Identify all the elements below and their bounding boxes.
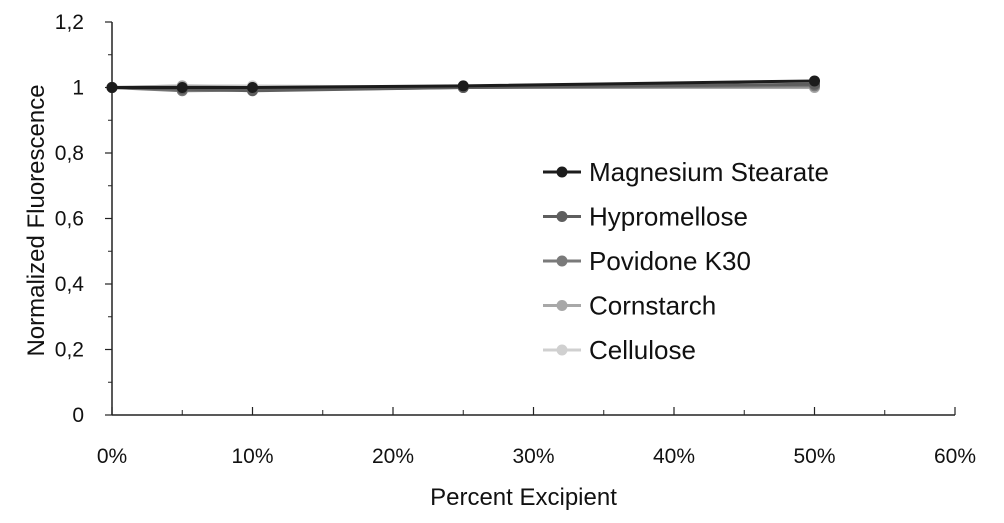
legend-swatch-marker	[556, 300, 568, 311]
legend-label: Cornstarch	[589, 291, 716, 321]
legend-item: Cornstarch	[543, 291, 716, 321]
series-lines	[106, 75, 820, 97]
legend-swatch-marker	[556, 255, 568, 267]
data-point	[247, 82, 258, 93]
legend-item: Hypromellose	[543, 202, 748, 232]
legend-swatch-marker	[556, 211, 568, 222]
y-axis-title: Normalized Fluorescence	[23, 84, 50, 356]
tick-marks	[105, 21, 956, 416]
y-tick-label: 1	[72, 77, 84, 100]
y-tick-label: 0,4	[55, 273, 85, 296]
legend: Magnesium Stearate Hypromellose Povidone K…	[543, 157, 829, 365]
x-tick-label: 30%	[512, 445, 554, 468]
data-point	[176, 82, 188, 93]
y-tick-label: 0,2	[55, 339, 84, 362]
series-magnesium-stearate	[106, 75, 820, 93]
y-tick-label: 1,2	[55, 11, 84, 34]
legend-item: Povidone K30	[543, 246, 751, 276]
y-tick-label: 0	[72, 404, 84, 427]
legend-item: Cellulose	[543, 335, 696, 365]
y-tick-label: 0,8	[55, 142, 84, 165]
legend-swatch-marker	[556, 344, 568, 356]
x-tick-label: 10%	[231, 445, 273, 468]
legend-label: Hypromellose	[589, 202, 748, 232]
x-tick-label: 60%	[934, 445, 976, 468]
x-tick-label: 40%	[653, 445, 695, 468]
x-tick-label: 20%	[372, 445, 414, 468]
data-point	[809, 75, 820, 87]
legend-label: Cellulose	[589, 335, 696, 365]
legend-label: Povidone K30	[589, 246, 751, 276]
data-point	[457, 80, 469, 92]
tick-labels: 0 0,2 0,4 0,6 0,8 1 1,2 0% 10% 20% 30% 40% 50% 60%	[55, 11, 976, 468]
x-axis-title: Percent Excipient	[430, 484, 617, 511]
y-tick-label: 0,6	[55, 208, 84, 231]
x-tick-label: 0%	[97, 445, 127, 468]
axes	[111, 22, 955, 416]
data-point	[106, 82, 118, 93]
x-tick-label: 50%	[793, 445, 835, 468]
legend-label: Magnesium Stearate	[589, 157, 829, 187]
legend-swatch-marker	[556, 166, 568, 178]
legend-item: Magnesium Stearate	[543, 157, 829, 187]
